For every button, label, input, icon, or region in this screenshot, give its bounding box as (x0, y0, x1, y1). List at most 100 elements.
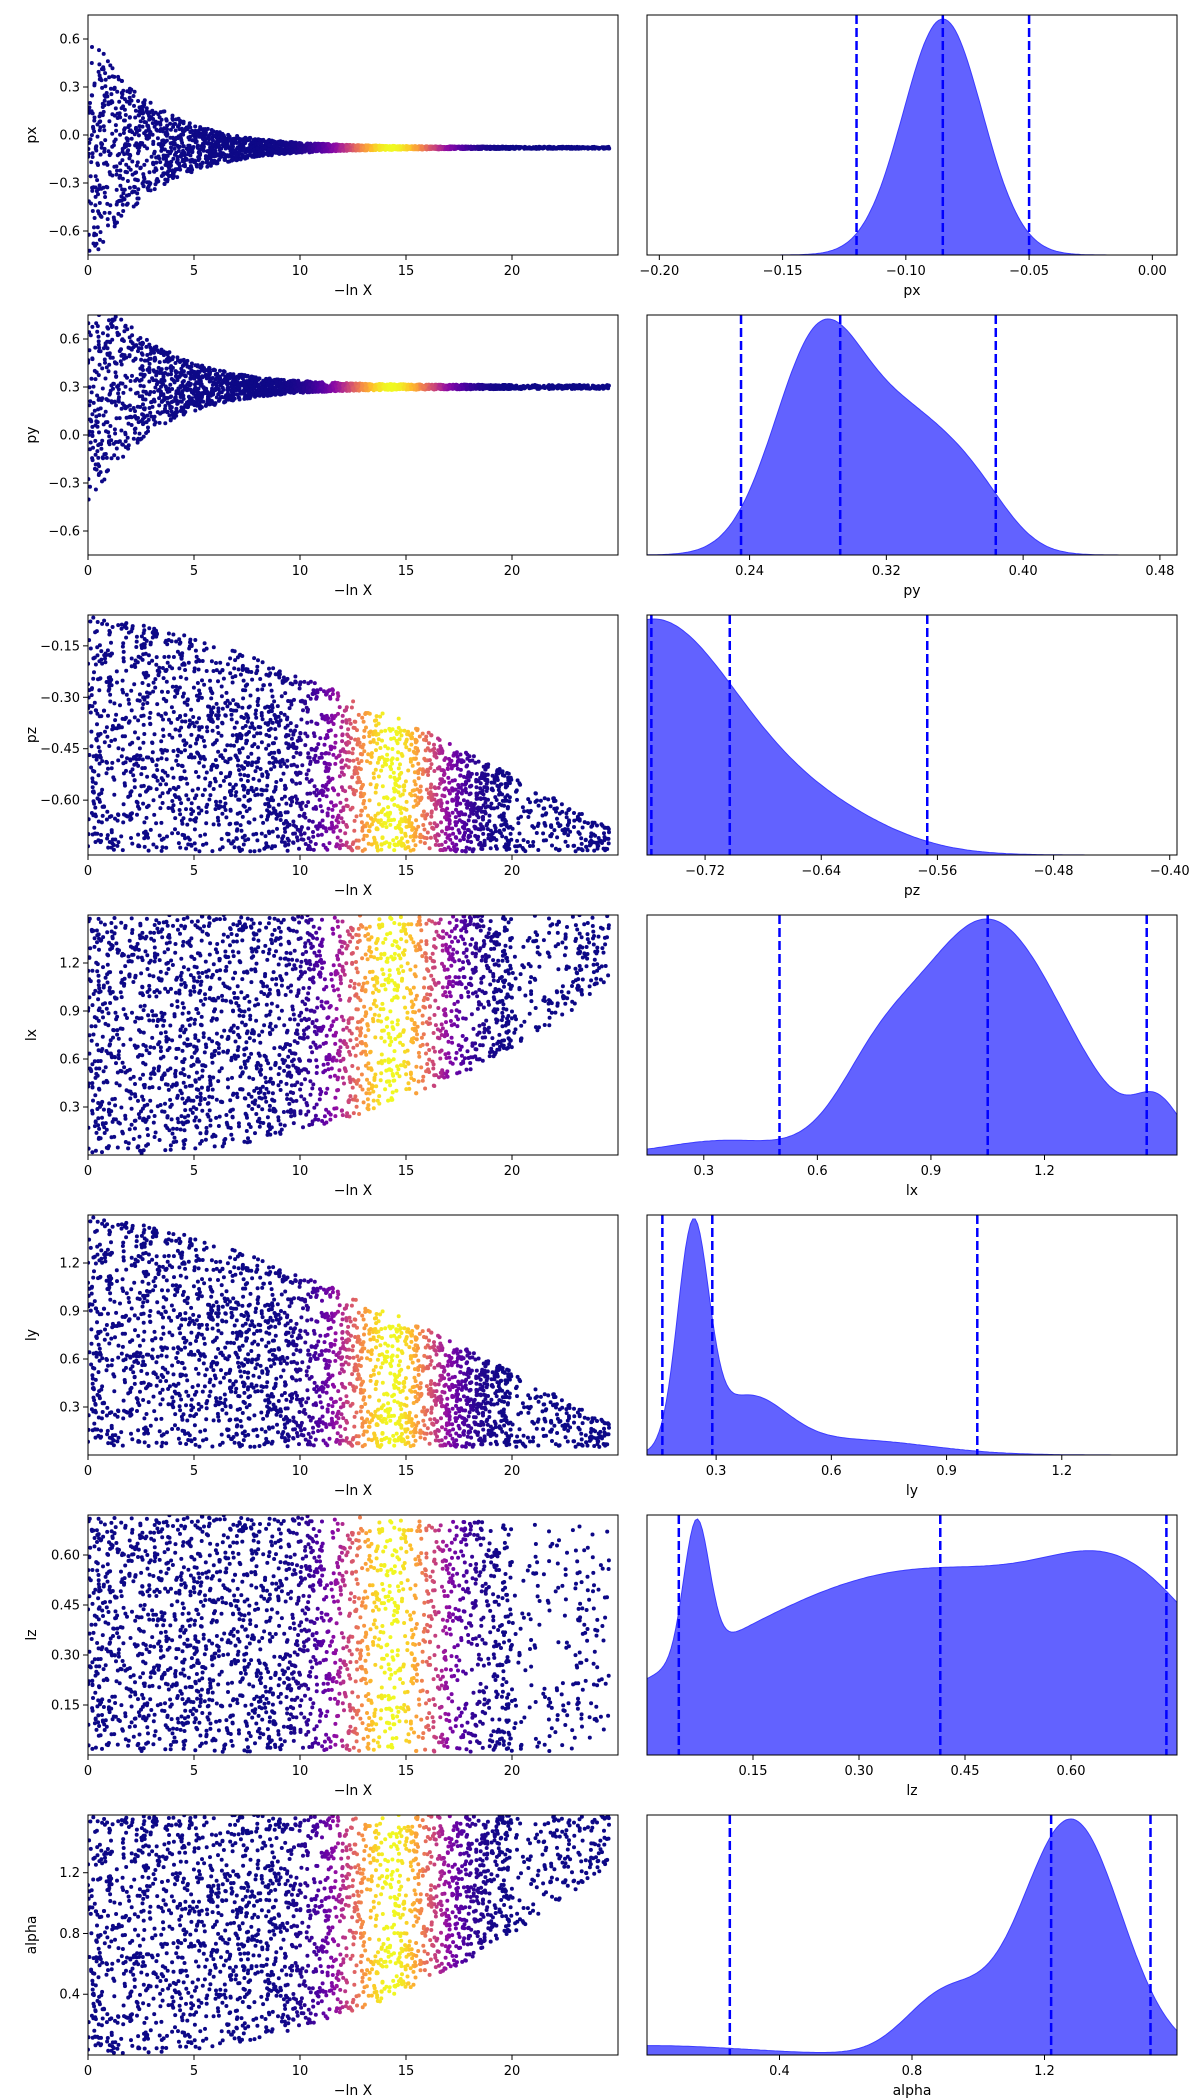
sample-point (117, 114, 122, 119)
sample-point (107, 153, 112, 158)
sample-point (112, 87, 116, 91)
sample-point (115, 153, 120, 158)
sample-point (179, 138, 184, 143)
sample-point (193, 140, 198, 145)
sample-point (302, 146, 307, 151)
sample-point (128, 167, 133, 172)
sample-point (178, 384, 183, 389)
sample-point (122, 329, 127, 334)
sample-point (100, 396, 105, 401)
sample-point (99, 186, 104, 191)
y-tick-label: 0.0 (59, 129, 80, 144)
sample-point (162, 126, 167, 131)
sample-point (138, 372, 143, 377)
sample-point (255, 146, 260, 151)
sample-point (139, 377, 144, 382)
sample-point (146, 425, 150, 430)
sample-point (305, 141, 310, 146)
sample-point (150, 132, 155, 137)
sample-point (99, 308, 103, 312)
sample-point (125, 137, 130, 142)
sample-point (123, 384, 128, 389)
sample-point (152, 124, 157, 129)
sample-point (141, 104, 146, 109)
sample-point (102, 190, 107, 195)
sample-point (205, 157, 210, 162)
sample-point (90, 93, 95, 98)
sample-point (127, 99, 132, 104)
sample-point (150, 121, 155, 126)
sample-point (98, 152, 103, 157)
sample-point (98, 76, 103, 81)
sample-point (206, 374, 211, 379)
sample-point (89, 133, 94, 138)
sample-point (118, 132, 123, 137)
sample-point (105, 217, 110, 222)
sample-point (210, 130, 215, 135)
sample-point (144, 337, 149, 342)
sample-point (93, 423, 98, 428)
sample-point (279, 384, 284, 388)
sample-point (112, 113, 117, 118)
sample-point (182, 153, 187, 158)
sample-point (147, 170, 152, 175)
sample-point (132, 103, 136, 108)
sample-point (449, 146, 453, 151)
sample-point (125, 151, 130, 156)
sample-point (209, 146, 214, 151)
sample-point (145, 186, 150, 191)
sample-point (138, 119, 143, 124)
sample-point (147, 379, 152, 384)
sample-point (144, 420, 149, 425)
sample-point (99, 293, 103, 297)
sample-point (103, 452, 108, 456)
sample-point (230, 137, 235, 141)
sample-point (258, 149, 263, 153)
axes-frame (87, 14, 619, 256)
sample-point (96, 407, 101, 412)
sample-point (102, 128, 107, 133)
sample-point (88, 105, 92, 110)
sample-point (119, 90, 124, 95)
sample-point (229, 388, 234, 393)
sample-point (199, 382, 204, 387)
sample-point (88, 232, 91, 237)
sample-point (136, 133, 141, 138)
sample-point (88, 301, 92, 305)
sample-point (170, 113, 175, 118)
sample-point (222, 400, 227, 405)
sample-point (92, 129, 97, 134)
sample-point (109, 92, 114, 97)
sample-point (133, 414, 137, 419)
sample-point (181, 144, 186, 149)
sample-point (198, 406, 203, 411)
sample-point (96, 69, 101, 74)
sample-point (88, 447, 92, 452)
sample-point (118, 173, 123, 178)
sample-point (126, 421, 131, 426)
sample-point (104, 91, 109, 95)
sample-point (106, 398, 110, 403)
sample-point (147, 180, 151, 185)
sample-point (101, 307, 105, 311)
sample-point (585, 383, 590, 388)
sample-point (99, 67, 104, 72)
sample-point (117, 439, 122, 444)
sample-point (133, 343, 138, 348)
sample-point (131, 189, 135, 194)
scatter-panel-py: −0.6−0.30.00.30.60 5 10 15 20−ln Xpy (24, 293, 619, 599)
sample-point (147, 361, 152, 366)
sample-point (123, 113, 128, 117)
sample-point (103, 71, 108, 76)
sample-point (316, 146, 321, 151)
sample-point (181, 132, 186, 137)
sample-point (174, 117, 179, 122)
sample-point (551, 146, 556, 151)
y-tick-label: 0.3 (59, 81, 80, 96)
sample-point (142, 144, 147, 149)
sample-point (100, 438, 105, 443)
sample-point (161, 129, 165, 134)
sample-point (157, 396, 162, 401)
sample-point (257, 154, 262, 158)
